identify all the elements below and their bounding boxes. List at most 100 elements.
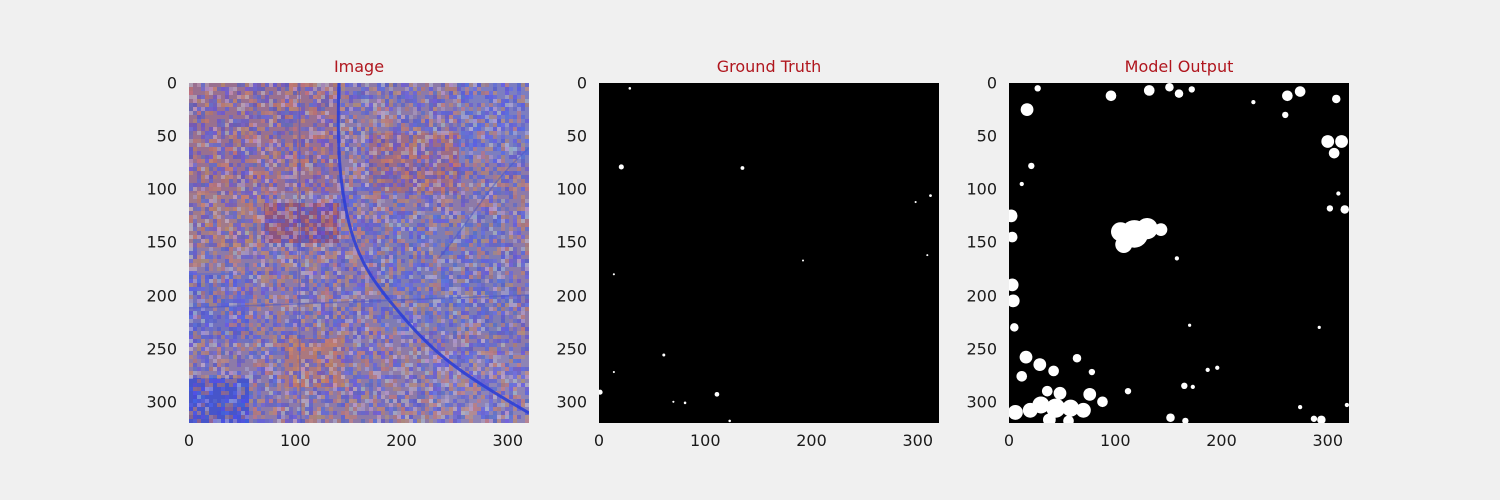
ground-truth-mask-blob bbox=[672, 400, 675, 403]
image-xtick-label: 300 bbox=[492, 431, 524, 450]
image-ytick-label: 50 bbox=[156, 126, 177, 146]
model-output-mask-blob bbox=[1009, 278, 1019, 292]
model-output-mask-blob bbox=[1072, 353, 1082, 363]
ground-truth-mask-blob bbox=[618, 164, 624, 170]
ground-truth-mask-blob bbox=[612, 370, 615, 374]
model-output-ytick-label: 50 bbox=[976, 126, 997, 146]
ground-truth-xtick-label: 0 bbox=[593, 431, 605, 450]
image-axes bbox=[189, 83, 529, 423]
model-output-mask-blob bbox=[1335, 135, 1348, 148]
model-output-xtick-label: 100 bbox=[1099, 431, 1131, 450]
ground-truth-ytick-label: 50 bbox=[566, 126, 587, 146]
model-output-mask-blob bbox=[1321, 135, 1335, 148]
model-output-mask-blob bbox=[1340, 205, 1349, 214]
model-output-mask-blob bbox=[1310, 415, 1318, 422]
model-output-mask-blob bbox=[1033, 358, 1047, 371]
ground-truth-mask-blob bbox=[683, 401, 687, 405]
model-output-mask-blob bbox=[1034, 85, 1041, 92]
ground-truth-xtick-label: 200 bbox=[796, 431, 827, 450]
model-output-mask-blob bbox=[1165, 83, 1174, 92]
model-output-mask-blob bbox=[1328, 147, 1340, 159]
model-output-mask-blob bbox=[1154, 223, 1168, 236]
model-output-mask-blob bbox=[1166, 413, 1175, 422]
model-output-mask-blob bbox=[1009, 294, 1020, 308]
model-output-mask-blob bbox=[1326, 205, 1334, 212]
ground-truth-ytick-label: 0 bbox=[576, 73, 587, 93]
ground-truth-mask-blob bbox=[740, 166, 745, 170]
model-output-mask-blob bbox=[1336, 191, 1341, 196]
road-line bbox=[438, 147, 529, 259]
model-output-mask-blob bbox=[1190, 384, 1195, 389]
model-output-mask-blob bbox=[1143, 85, 1155, 96]
model-output-mask-blob bbox=[1053, 386, 1067, 400]
ground-truth-mask-blob bbox=[926, 254, 929, 257]
model-output-title: Model Output bbox=[1124, 57, 1234, 76]
image-xtick-label: 0 bbox=[183, 431, 195, 450]
model-output-mask-blob bbox=[1344, 402, 1349, 408]
ground-truth-ytick-label: 200 bbox=[556, 286, 587, 305]
model-output-mask-blob bbox=[1298, 404, 1303, 410]
model-output-mask-blob bbox=[1215, 365, 1220, 370]
model-output-xtick-label: 0 bbox=[1003, 431, 1015, 450]
model-output-mask-blob bbox=[1019, 181, 1024, 187]
model-output-mask-blob bbox=[1282, 90, 1293, 102]
model-output-ytick-label: 250 bbox=[966, 339, 997, 359]
ground-truth-ytick-label: 250 bbox=[556, 339, 587, 359]
model-output-mask-blob bbox=[1088, 368, 1096, 376]
model-output-mask-blob bbox=[1063, 415, 1074, 423]
model-output-ytick-label: 300 bbox=[966, 392, 997, 412]
model-output-mask-blob bbox=[1020, 103, 1034, 116]
model-output-raster bbox=[1009, 83, 1349, 423]
model-output-mask-blob bbox=[1188, 323, 1192, 327]
ground-truth-mask-blob bbox=[714, 391, 720, 397]
model-output-axes bbox=[1009, 83, 1349, 423]
model-output-mask-blob bbox=[1043, 413, 1056, 423]
model-output-mask-blob bbox=[1048, 365, 1059, 377]
model-output-mask-blob bbox=[1317, 415, 1326, 423]
model-output-xtick-label: 200 bbox=[1206, 431, 1237, 450]
model-output-ytick-label: 200 bbox=[966, 286, 997, 305]
ground-truth-ytick-label: 100 bbox=[556, 179, 587, 199]
road-line bbox=[298, 83, 302, 423]
image-ytick-label: 300 bbox=[146, 392, 177, 412]
ground-truth-ytick-label: 300 bbox=[556, 392, 587, 412]
ground-truth-mask-blob bbox=[612, 273, 615, 276]
model-output-mask-blob bbox=[1046, 398, 1066, 418]
model-output-mask-blob bbox=[1136, 217, 1158, 240]
model-output-mask-blob bbox=[1105, 90, 1117, 102]
model-output-mask-blob bbox=[1182, 417, 1189, 423]
model-output-mask-blob bbox=[1075, 402, 1091, 418]
model-output-mask-blob bbox=[1251, 100, 1256, 105]
model-output-mask-blob bbox=[1083, 387, 1097, 401]
ground-truth-mask-blob bbox=[802, 259, 804, 262]
model-output-mask-blob bbox=[1010, 323, 1019, 332]
ground-truth-mask-blob bbox=[628, 87, 632, 90]
ground-truth-mask-blob bbox=[914, 200, 917, 204]
model-output-mask-blob bbox=[1022, 402, 1038, 418]
model-output-mask-blob bbox=[1188, 86, 1195, 93]
model-output-mask-blob bbox=[1174, 256, 1179, 261]
model-output-mask-blob bbox=[1016, 370, 1028, 382]
image-ytick-label: 150 bbox=[146, 232, 177, 252]
model-output-ytick-label: 100 bbox=[966, 179, 997, 199]
model-output-mask-blob bbox=[1205, 367, 1210, 372]
model-output-mask-blob bbox=[1115, 236, 1133, 253]
image-xtick-label: 200 bbox=[386, 431, 417, 450]
model-output-mask-blob bbox=[1097, 396, 1108, 408]
model-output-xtick-label: 300 bbox=[1312, 431, 1344, 450]
model-output-mask-blob bbox=[1332, 94, 1341, 104]
ground-truth-axes bbox=[599, 83, 939, 423]
model-output-mask-blob bbox=[1282, 111, 1289, 119]
ground-truth-mask-blob bbox=[599, 389, 603, 395]
model-output-mask-blob bbox=[1062, 399, 1080, 417]
model-output-mask-blob bbox=[1019, 350, 1033, 364]
ground-truth-mask-blob bbox=[662, 353, 666, 357]
road-line bbox=[189, 294, 529, 309]
image-ytick-label: 100 bbox=[146, 179, 177, 199]
model-output-ytick-label: 0 bbox=[986, 73, 997, 93]
ground-truth-mask-blob bbox=[728, 419, 731, 423]
image-ytick-label: 200 bbox=[146, 286, 177, 305]
model-output-mask-blob bbox=[1009, 231, 1018, 243]
model-output-mask-blob bbox=[1009, 404, 1023, 420]
